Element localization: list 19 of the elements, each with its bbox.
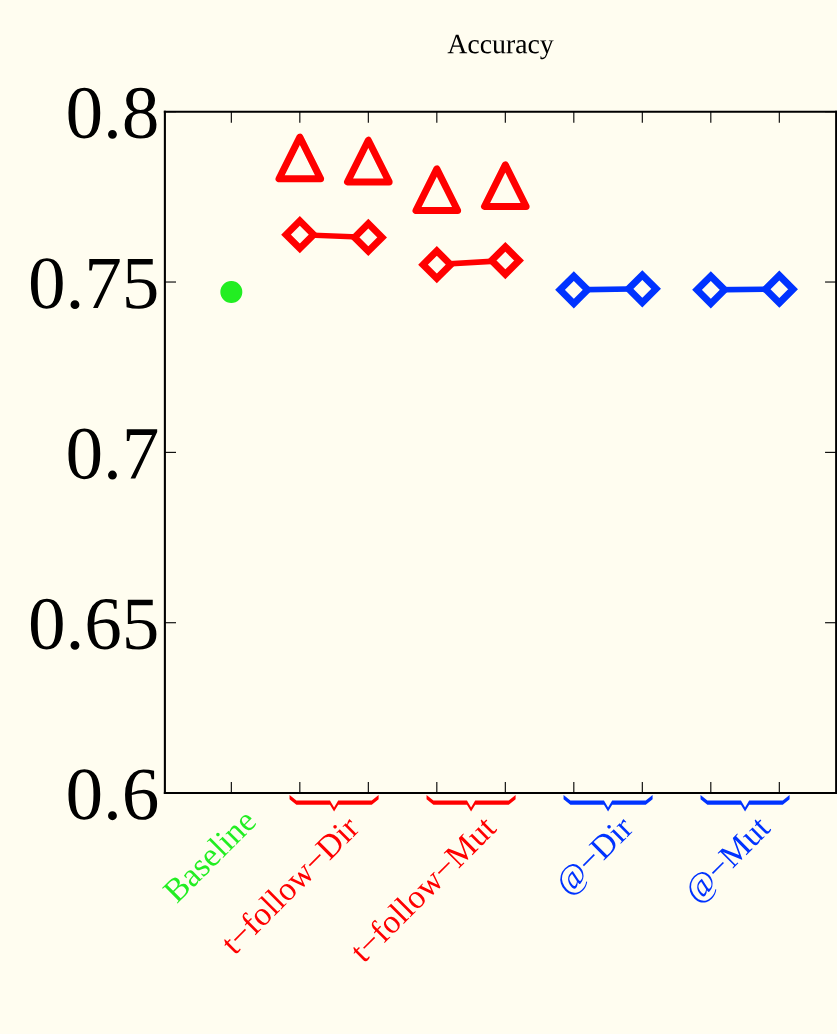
y-tick-label: 0.6 — [68, 769, 158, 821]
point — [481, 161, 530, 210]
point — [556, 272, 592, 308]
point — [275, 133, 325, 183]
point — [220, 280, 243, 303]
y-tick-label: 0.75 — [30, 258, 157, 310]
point — [419, 247, 455, 282]
point — [693, 272, 729, 308]
point — [762, 271, 797, 307]
y-tick-label: 0.8 — [68, 87, 157, 139]
y-tick-label: 0.65 — [30, 598, 157, 650]
point — [488, 243, 523, 278]
point — [344, 136, 393, 186]
y-tick-label: 0.7 — [68, 428, 158, 480]
point — [351, 220, 386, 255]
point — [412, 165, 462, 214]
point — [625, 271, 660, 307]
point — [282, 217, 318, 252]
chart-title: Accuracy — [447, 34, 554, 60]
